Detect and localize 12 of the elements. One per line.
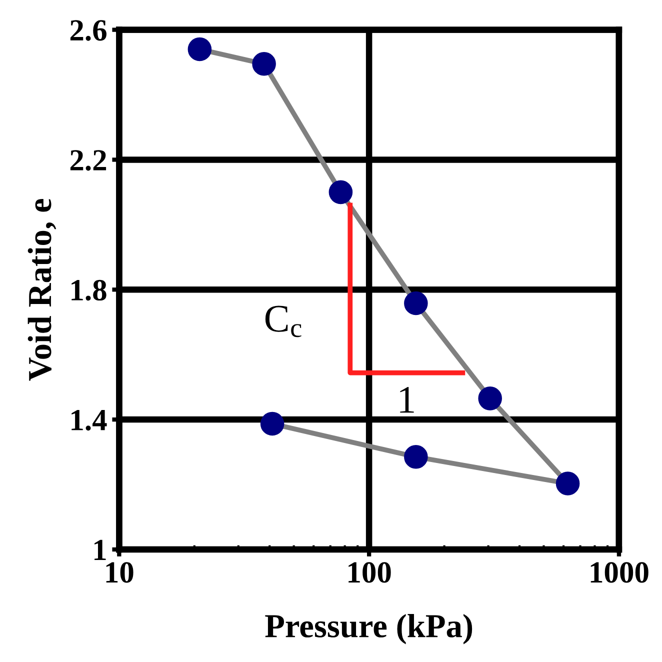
y-tick-label: 1.8 [72, 280, 106, 301]
y-tick-label: 1.4 [72, 410, 107, 431]
annotation: C$_{c}$ [265, 306, 302, 338]
annotation: 1 [400, 387, 414, 413]
x-axis-title: Pressure (kPa) [265, 614, 472, 644]
x-tick-label: 100 [348, 562, 391, 583]
x-tick-label: 1000 [590, 562, 648, 583]
y-tick-label: 2.2 [70, 150, 106, 171]
y-tick-label: 1 [94, 540, 106, 560]
x-tick-label: 10 [106, 562, 134, 583]
y-axis-title: Void Ratio, e [28, 198, 56, 381]
y-tick-label: 2.6 [70, 20, 106, 41]
